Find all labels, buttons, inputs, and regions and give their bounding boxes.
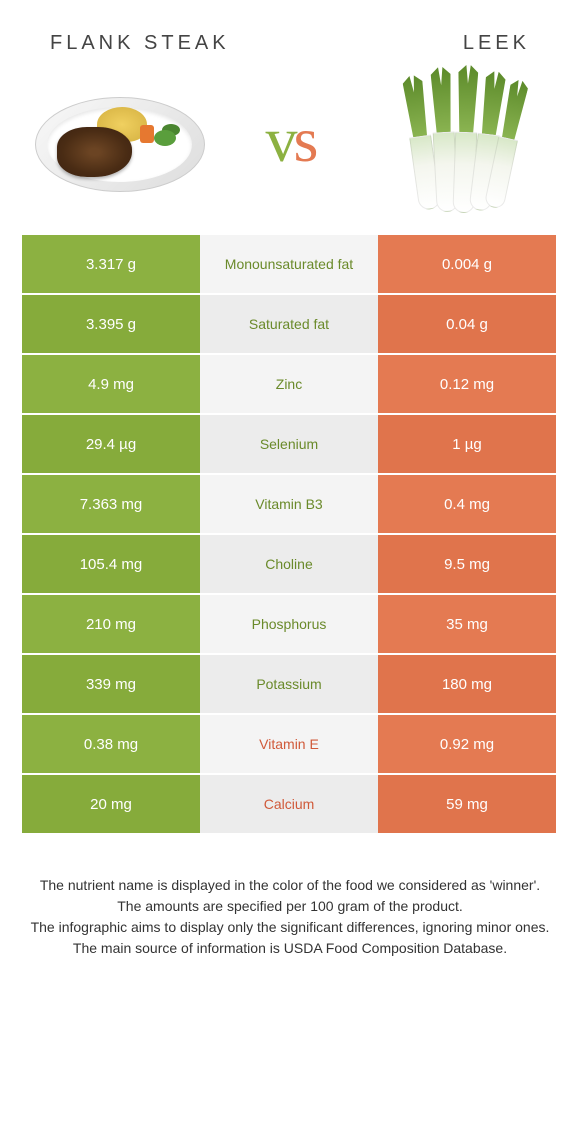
- left-value-cell: 210 mg: [22, 595, 200, 653]
- nutrient-label-cell: Potassium: [200, 655, 378, 713]
- nutrient-label-cell: Vitamin B3: [200, 475, 378, 533]
- right-value-cell: 180 mg: [378, 655, 556, 713]
- nutrient-label-cell: Zinc: [200, 355, 378, 413]
- table-row: 7.363 mgVitamin B30.4 mg: [22, 475, 558, 533]
- leek-image: [370, 75, 550, 205]
- vs-text: vs: [266, 103, 315, 177]
- left-value-cell: 7.363 mg: [22, 475, 200, 533]
- footer-line: The nutrient name is displayed in the co…: [30, 875, 550, 896]
- images-row: vs: [0, 55, 580, 235]
- nutrient-label-cell: Phosphorus: [200, 595, 378, 653]
- right-value-cell: 9.5 mg: [378, 535, 556, 593]
- table-row: 3.395 gSaturated fat0.04 g: [22, 295, 558, 353]
- table-row: 339 mgPotassium180 mg: [22, 655, 558, 713]
- right-value-cell: 0.004 g: [378, 235, 556, 293]
- footer-notes: The nutrient name is displayed in the co…: [0, 835, 580, 959]
- nutrient-label-cell: Saturated fat: [200, 295, 378, 353]
- nutrient-label-cell: Choline: [200, 535, 378, 593]
- left-value-cell: 3.317 g: [22, 235, 200, 293]
- table-row: 0.38 mgVitamin E0.92 mg: [22, 715, 558, 773]
- nutrient-label-cell: Monounsaturated fat: [200, 235, 378, 293]
- header: FLANK STEAK LEEK: [0, 0, 580, 55]
- nutrient-label-cell: Calcium: [200, 775, 378, 833]
- footer-line: The main source of information is USDA F…: [30, 938, 550, 959]
- right-food-title: LEEK: [463, 32, 530, 55]
- left-value-cell: 0.38 mg: [22, 715, 200, 773]
- table-row: 210 mgPhosphorus35 mg: [22, 595, 558, 653]
- right-value-cell: 0.12 mg: [378, 355, 556, 413]
- footer-line: The amounts are specified per 100 gram o…: [30, 896, 550, 917]
- right-value-cell: 59 mg: [378, 775, 556, 833]
- left-value-cell: 29.4 µg: [22, 415, 200, 473]
- left-value-cell: 3.395 g: [22, 295, 200, 353]
- vs-letter-s: s: [294, 104, 315, 175]
- steak-image: [30, 75, 210, 205]
- left-food-title: FLANK STEAK: [50, 32, 230, 55]
- right-value-cell: 0.4 mg: [378, 475, 556, 533]
- left-value-cell: 105.4 mg: [22, 535, 200, 593]
- nutrient-label-cell: Vitamin E: [200, 715, 378, 773]
- right-value-cell: 0.92 mg: [378, 715, 556, 773]
- nutrient-label-cell: Selenium: [200, 415, 378, 473]
- table-row: 105.4 mgCholine9.5 mg: [22, 535, 558, 593]
- right-value-cell: 0.04 g: [378, 295, 556, 353]
- footer-line: The infographic aims to display only the…: [30, 917, 550, 938]
- right-value-cell: 35 mg: [378, 595, 556, 653]
- comparison-table: 3.317 gMonounsaturated fat0.004 g3.395 g…: [22, 235, 558, 833]
- left-value-cell: 339 mg: [22, 655, 200, 713]
- table-row: 3.317 gMonounsaturated fat0.004 g: [22, 235, 558, 293]
- vs-letter-v: v: [266, 104, 294, 175]
- table-row: 4.9 mgZinc0.12 mg: [22, 355, 558, 413]
- table-row: 20 mgCalcium59 mg: [22, 775, 558, 833]
- table-row: 29.4 µgSelenium1 µg: [22, 415, 558, 473]
- left-value-cell: 20 mg: [22, 775, 200, 833]
- left-value-cell: 4.9 mg: [22, 355, 200, 413]
- right-value-cell: 1 µg: [378, 415, 556, 473]
